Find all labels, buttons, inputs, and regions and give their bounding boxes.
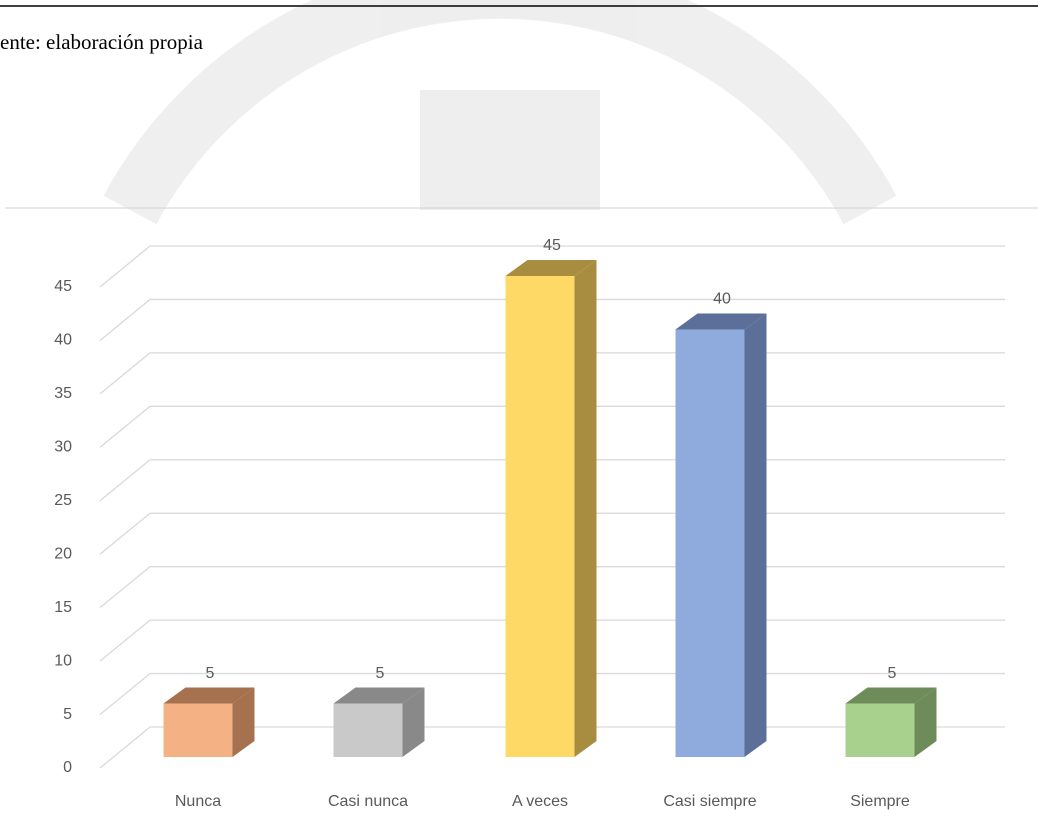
x-tick-label: Casi nunca: [328, 793, 408, 810]
bar-side: [744, 313, 767, 757]
bar-top: [845, 687, 937, 704]
bar-top: [163, 687, 255, 704]
bar: [845, 703, 915, 757]
y-tick-label: 30: [54, 439, 72, 456]
y-tick-label: 0: [63, 759, 72, 776]
value-label: 40: [713, 291, 731, 308]
grid-line: [99, 245, 1005, 288]
bar: [333, 703, 403, 757]
x-tick-label: Casi siempre: [663, 793, 756, 810]
x-tick-label: A veces: [512, 793, 568, 810]
bar-side: [914, 687, 937, 757]
y-tick-label: 5: [63, 706, 72, 723]
value-label: 45: [543, 237, 561, 254]
watermark: [103, 0, 897, 225]
value-label: 5: [206, 665, 215, 682]
y-tick-label: 25: [54, 492, 72, 509]
bar-side: [232, 687, 255, 757]
caption: ente: elaboración propia: [0, 30, 204, 54]
y-tick-label: 15: [54, 599, 72, 616]
bar-side: [574, 260, 597, 757]
value-label: 5: [376, 665, 385, 682]
x-tick-label: Siempre: [850, 793, 910, 810]
bar: [675, 329, 745, 757]
bar-side: [402, 687, 425, 757]
bar-top: [505, 260, 597, 276]
value-label: 5: [888, 665, 897, 682]
bar-top: [675, 313, 767, 330]
grid-line: [99, 298, 1005, 341]
y-tick-label: 35: [54, 385, 72, 402]
bar-top: [333, 687, 425, 704]
y-tick-label: 40: [54, 332, 72, 349]
x-tick-label: Nunca: [175, 793, 221, 810]
y-tick-label: 10: [54, 652, 72, 669]
bar: [505, 276, 575, 757]
y-tick-label: 20: [54, 545, 72, 562]
bar: [163, 703, 233, 757]
y-tick-label: 45: [54, 278, 72, 295]
